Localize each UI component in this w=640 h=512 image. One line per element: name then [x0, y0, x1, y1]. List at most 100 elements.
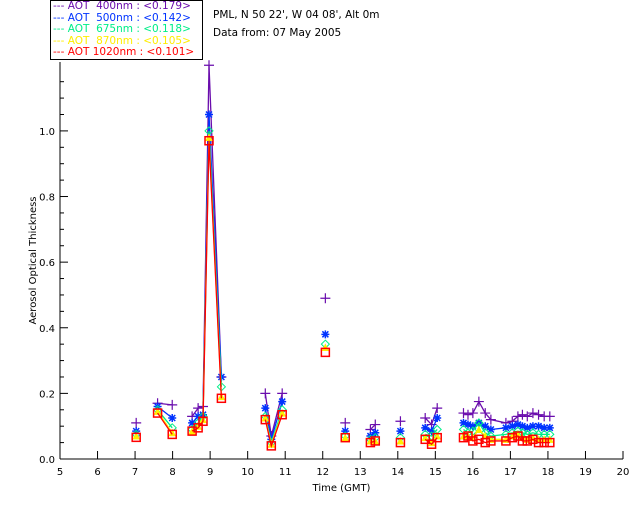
legend-entry-870: --- AOT 870nm : <0.105>: [53, 34, 191, 47]
data-point-4: [395, 437, 406, 448]
data-point-4: [463, 431, 473, 441]
data-point-4: [152, 408, 163, 418]
y-tick-label: 0.6: [39, 258, 55, 269]
data-point-4: [266, 441, 277, 451]
y-tick-label: 0.0: [39, 455, 55, 466]
data-point-4: [420, 434, 430, 445]
data-point-0: [458, 408, 469, 419]
x-tick-label: 6: [94, 467, 100, 478]
x-tick-label: 9: [207, 467, 213, 478]
data-point-1: [540, 423, 549, 432]
data-point-3: [396, 436, 405, 445]
data-point-0: [527, 408, 538, 419]
data-point-0: [544, 411, 555, 422]
data-point-3: [433, 431, 442, 440]
data-point-0: [517, 409, 528, 420]
data-point-4: [522, 436, 533, 446]
data-point-0: [277, 388, 288, 399]
data-point-1: [523, 423, 532, 432]
data-point-4: [216, 393, 227, 404]
data-point-0: [512, 411, 523, 422]
legend-entry-1020: --- AOT 1020nm : <0.101>: [53, 46, 195, 59]
data-date: Data from: 07 May 2005: [213, 27, 342, 39]
data-point-1: [267, 435, 276, 444]
data-point-4: [198, 416, 208, 427]
data-point-1: [278, 397, 287, 406]
data-point-0: [480, 408, 491, 419]
data-point-4: [533, 437, 544, 448]
data-point-1: [421, 423, 430, 432]
data-point-0: [533, 409, 544, 420]
data-point-0: [467, 408, 478, 419]
legend-label: AOT 400nm : <0.179>: [67, 0, 191, 12]
data-point-0: [420, 412, 431, 423]
x-tick-label: 11: [279, 467, 292, 478]
series-line-4: [264, 414, 283, 449]
x-tick-label: 15: [429, 467, 442, 478]
data-point-0: [522, 411, 533, 422]
x-tick-label: 10: [241, 467, 254, 478]
legend-label: AOT 675nm : <0.118>: [67, 23, 191, 36]
data-point-1: [341, 427, 350, 436]
data-point-1: [486, 425, 495, 434]
data-point-1: [468, 422, 477, 431]
data-point-1: [463, 420, 472, 429]
y-tick-label: 1.0: [39, 127, 55, 138]
data-point-1: [132, 427, 141, 436]
data-point-4: [277, 409, 287, 420]
data-point-1: [168, 413, 177, 422]
data-point-1: [396, 427, 405, 436]
data-point-0: [370, 419, 381, 430]
data-point-0: [340, 417, 351, 428]
data-point-4: [426, 439, 437, 449]
x-tick-label: 12: [316, 467, 329, 478]
legend-label: AOT 870nm : <0.105>: [67, 34, 191, 47]
data-point-1: [366, 432, 375, 441]
x-tick-label: 18: [542, 467, 555, 478]
data-point-1: [501, 423, 510, 432]
site-location: PML, N 50 22', W 04 08', Alt 0m: [213, 9, 380, 21]
data-point-3: [341, 433, 350, 442]
data-point-0: [167, 399, 178, 410]
data-point-0: [193, 403, 204, 414]
x-tick-label: 5: [57, 467, 63, 478]
data-point-1: [481, 422, 490, 431]
data-point-4: [539, 437, 549, 448]
x-tick-label: 7: [132, 467, 138, 478]
data-point-4: [370, 436, 381, 446]
site-info: PML, N 50 22', W 04 08', Alt 0m Data fro…: [213, 6, 380, 42]
legend-label: AOT 500nm : <0.142>: [67, 11, 191, 24]
data-point-0: [131, 417, 142, 428]
data-point-3: [132, 431, 141, 440]
data-point-1: [508, 422, 517, 431]
legend: --- AOT 400nm : <0.179> --- AOT 500nm : …: [50, 0, 203, 60]
data-point-4: [320, 347, 331, 358]
y-tick-label: 0.8: [39, 193, 55, 204]
data-point-4: [432, 432, 442, 443]
data-point-3: [475, 425, 483, 433]
data-point-0: [485, 414, 496, 425]
legend-entry-675: --- AOT 675nm : <0.118>: [53, 23, 191, 36]
data-point-4: [193, 423, 203, 433]
data-point-4: [131, 432, 141, 443]
data-point-4: [167, 429, 177, 440]
data-point-3: [421, 433, 430, 442]
data-point-0: [432, 403, 443, 414]
data-point-1: [534, 422, 543, 431]
data-point-0: [395, 416, 406, 427]
data-point-4: [260, 414, 271, 425]
legend-entry-500: --- AOT 500nm : <0.142>: [53, 11, 191, 24]
y-axis-label: Aerosol Optical Thickness: [28, 196, 39, 324]
data-point-3: [153, 407, 162, 415]
x-tick-label: 19: [579, 467, 592, 478]
data-point-1: [205, 110, 214, 119]
data-point-4: [365, 437, 376, 448]
data-point-1: [153, 402, 162, 411]
data-point-1: [433, 413, 442, 422]
data-point-4: [486, 436, 496, 446]
data-point-0: [462, 409, 473, 420]
y-tick-label: 0.4: [39, 324, 55, 335]
x-tick-label: 14: [391, 467, 404, 478]
